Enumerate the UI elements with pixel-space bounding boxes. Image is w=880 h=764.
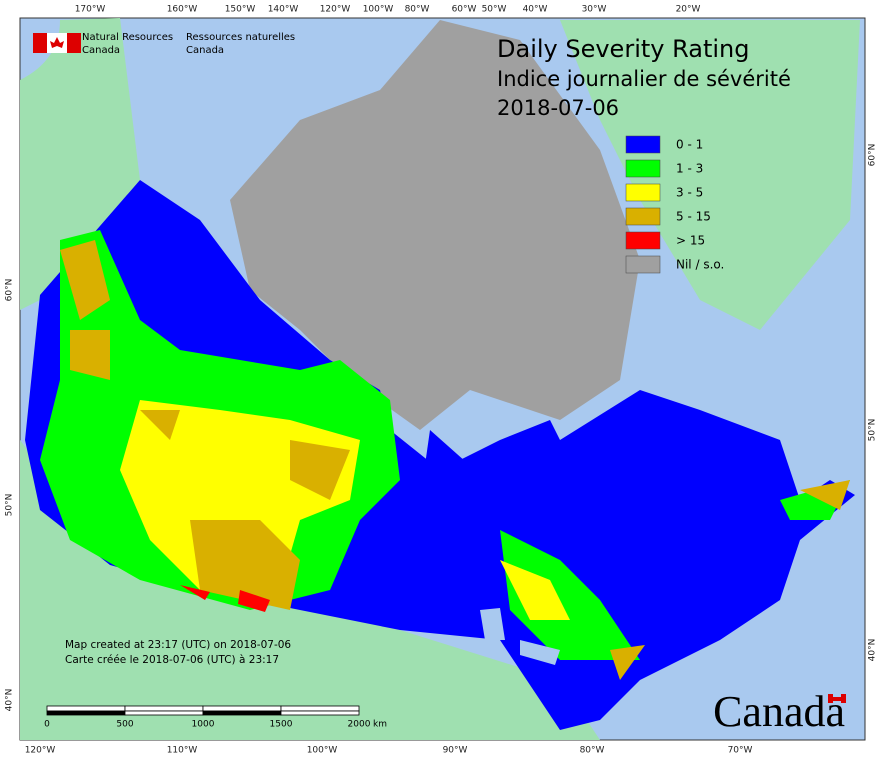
legend-swatch (625, 159, 661, 178)
scale-label: 1000 (192, 720, 215, 730)
graticule: 170°W 160°W 150°W 140°W 120°W 100°W 80°W 60°W 50… (5, 5, 878, 756)
arctic-nil (230, 20, 640, 430)
legend-label: 1 - 3 (676, 162, 703, 176)
legend-swatch (625, 135, 661, 154)
scale-segment (202, 705, 282, 712)
flag-bar (33, 33, 47, 53)
zone-3-5-east (500, 560, 570, 620)
lat-label: 60°N (868, 144, 878, 167)
legend-swatch (625, 231, 661, 250)
lon-label: 170°W (75, 5, 106, 15)
lon-label: 110°W (167, 746, 198, 756)
lon-label: 80°W (405, 5, 430, 15)
lon-label: 100°W (307, 746, 338, 756)
credit-fr: Carte créée le 2018-07-06 (UTC) à 23:17 (65, 654, 279, 666)
zone-5-15 (60, 240, 850, 680)
wordmark-flag (841, 694, 846, 703)
scale-unit: km (373, 720, 387, 730)
legend-label: 5 - 15 (676, 210, 711, 224)
lon-label: 140°W (268, 5, 299, 15)
agency-fr: Ressources naturelles (186, 32, 295, 43)
scale-segment (280, 710, 360, 716)
legend-swatch (625, 207, 661, 226)
scale-label: 0 (44, 720, 50, 730)
scale-segment (124, 710, 204, 716)
lon-label: 100°W (363, 5, 394, 15)
lon-label: 20°W (676, 5, 701, 15)
alaska (20, 18, 140, 310)
lon-label: 90°W (443, 746, 468, 756)
lakes (480, 608, 560, 665)
scale-segment (46, 705, 126, 712)
lon-label: 120°W (320, 5, 351, 15)
wordmark-flag (833, 697, 841, 701)
scale-label: 500 (116, 720, 133, 730)
agency-en: Canada (82, 45, 120, 56)
lon-label: 50°W (482, 5, 507, 15)
lon-label: 30°W (582, 5, 607, 15)
legend-label: Nil / s.o. (676, 258, 724, 272)
scale-segment (280, 705, 360, 712)
lat-label: 40°N (868, 639, 878, 662)
title: Daily Severity Rating (497, 35, 749, 63)
lon-label: 150°W (225, 5, 256, 15)
lon-label: 70°W (728, 746, 753, 756)
scale-segment (46, 710, 126, 716)
lat-label: 60°N (5, 279, 15, 302)
legend: 0 - 1 1 - 3 3 - 5 5 - 15 > 15 Nil / s.o. (625, 135, 724, 274)
lon-label: 80°W (580, 746, 605, 756)
scale-label: 1500 (270, 720, 293, 730)
lat-label: 50°N (868, 419, 878, 442)
lon-label: 120°W (25, 746, 56, 756)
greenland (560, 20, 860, 330)
zone-gt-15 (180, 585, 270, 612)
subtitle: Indice journalier de sévérité (497, 67, 791, 91)
usa (20, 440, 600, 740)
lon-label: 160°W (167, 5, 198, 15)
lat-label: 50°N (5, 494, 15, 517)
scale-segment (124, 705, 204, 712)
zone-1-3-east (500, 530, 640, 660)
wordmark-flag (828, 694, 833, 703)
credit-en: Map created at 23:17 (UTC) on 2018-07-06 (65, 639, 291, 651)
lat-label: 40°N (5, 689, 15, 712)
wordmark: Canada (713, 687, 845, 736)
legend-swatch (625, 183, 661, 202)
flag-leaf (50, 37, 64, 48)
scale-segment (202, 710, 282, 716)
legend-swatch (625, 255, 661, 274)
scale-label: 2000 (348, 720, 371, 730)
scale-bar: 0 500 1000 1500 2000 km (44, 705, 387, 730)
date: 2018-07-06 (497, 96, 619, 120)
legend-label: > 15 (676, 234, 705, 248)
legend-label: 0 - 1 (676, 138, 703, 152)
lon-label: 40°W (523, 5, 548, 15)
legend-label: 3 - 5 (676, 186, 703, 200)
hudson-shore (420, 430, 475, 520)
agency-en: Natural Resources (82, 32, 173, 43)
flag-bar (67, 33, 81, 53)
lon-label: 60°W (452, 5, 477, 15)
agency-fr: Canada (186, 45, 224, 56)
